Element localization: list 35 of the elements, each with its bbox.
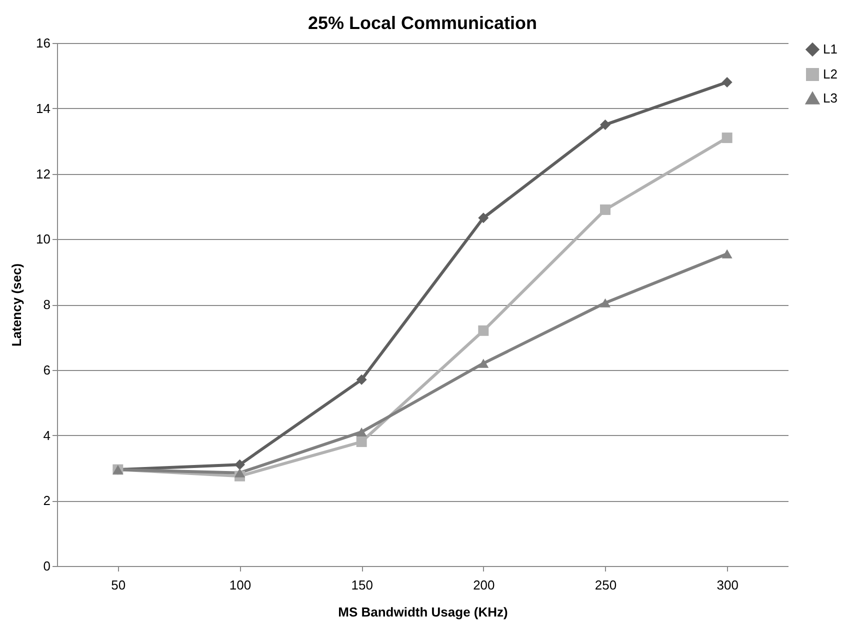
point — [478, 212, 489, 224]
point — [600, 298, 610, 308]
x-tick-label: 250 — [594, 578, 617, 592]
y-tick-label: 0 — [43, 558, 50, 574]
point — [356, 374, 367, 385]
legend-label: L3 — [823, 90, 838, 106]
legend-label: L2 — [823, 66, 838, 82]
x-tick-label: 50 — [111, 578, 126, 592]
point — [722, 76, 732, 88]
x-axis-title: MS Bandwidth Usage (KHz) — [338, 604, 508, 620]
y-axis-title: Latency (sec) — [9, 263, 24, 347]
x-tick-label: 200 — [473, 578, 495, 592]
point — [356, 436, 367, 448]
y-tick-label: 6 — [43, 362, 50, 378]
x-tick-label: 100 — [229, 578, 252, 592]
point — [600, 204, 610, 215]
y-tick-label: 10 — [36, 232, 50, 247]
point — [356, 427, 367, 437]
y-tick-label: 16 — [36, 36, 50, 50]
x-tick-label: 150 — [351, 578, 373, 592]
chart-title: 25% Local Communication — [308, 13, 538, 33]
point — [478, 325, 489, 336]
y-tick-label: 8 — [43, 297, 50, 312]
y-tick-label: 2 — [43, 493, 50, 508]
y-tick-label: 12 — [36, 166, 50, 182]
y-tick-label: 4 — [43, 428, 50, 443]
point — [722, 132, 732, 144]
x-tick-label: 300 — [716, 578, 738, 592]
point — [600, 119, 610, 130]
y-tick-label: 14 — [36, 100, 50, 116]
point — [234, 459, 245, 470]
legend-label: L1 — [823, 42, 838, 56]
point — [722, 249, 732, 258]
point — [478, 358, 489, 368]
point — [234, 468, 245, 478]
